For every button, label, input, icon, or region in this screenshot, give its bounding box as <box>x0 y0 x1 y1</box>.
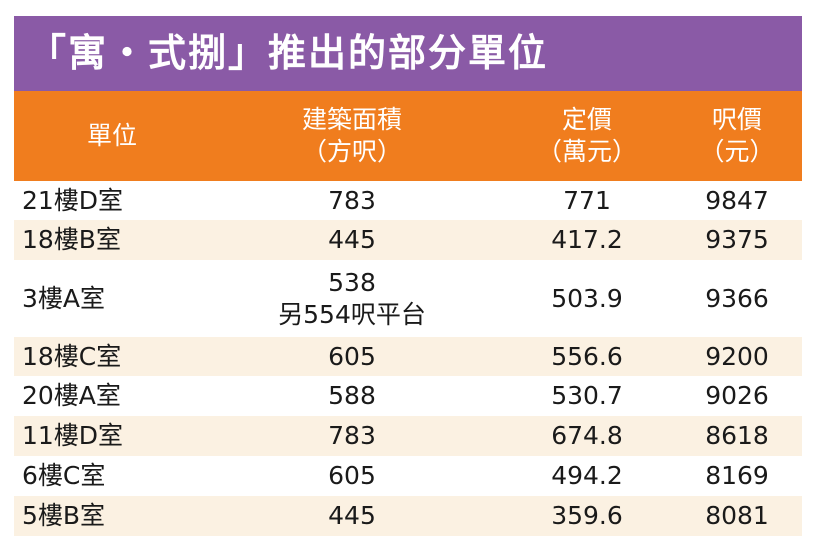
cell-area: 445 <box>202 220 502 260</box>
table-header: 單位 建築面積 （方呎） 定價 （萬元） 呎價 （元） <box>14 91 802 181</box>
cell-price: 530.7 <box>551 381 623 410</box>
cell-area-value: 783 <box>328 185 376 215</box>
cell-unit: 18樓C室 <box>22 341 122 371</box>
cell-psf: 9200 <box>705 341 769 371</box>
cell-area: 605 <box>202 337 502 376</box>
cell-area: 605 <box>202 456 502 496</box>
cell-area-value: 605 <box>328 461 376 490</box>
cell-unit: 3樓A室 <box>22 283 106 313</box>
cell-unit: 5樓B室 <box>22 501 106 530</box>
cell-area-value: 538 <box>328 267 376 297</box>
cell-price: 494.2 <box>551 461 623 490</box>
header-unit-label: 單位 <box>86 121 137 150</box>
table-row: 11樓D室 783 674.8 8618 <box>14 416 802 456</box>
cell-psf: 8169 <box>705 461 769 490</box>
cell-unit: 18樓B室 <box>22 225 121 254</box>
header-area-unit: （方呎） <box>301 137 402 166</box>
cell-area-value: 588 <box>328 381 376 410</box>
cell-unit: 6樓C室 <box>22 461 106 490</box>
header-price: 定價 （萬元） <box>502 91 672 181</box>
header-price-label: 定價 <box>561 105 612 134</box>
table-row: 18樓C室 605 556.6 9200 <box>14 337 802 376</box>
cell-area-note: 另554呎平台 <box>278 299 426 329</box>
cell-area-value: 445 <box>328 501 376 530</box>
cell-area-value: 445 <box>328 225 376 254</box>
table-row: 6樓C室 605 494.2 8169 <box>14 456 802 496</box>
table-row: 18樓B室 445 417.2 9375 <box>14 220 802 260</box>
header-psf-label: 呎價 <box>711 105 762 134</box>
cell-unit: 11樓D室 <box>22 421 124 450</box>
table-row: 21樓D室 783 771 9847 <box>14 181 802 220</box>
header-psf: 呎價 （元） <box>672 91 802 181</box>
cell-area: 588 <box>202 376 502 416</box>
header-psf-unit: （元） <box>699 137 775 166</box>
cell-unit: 20樓A室 <box>22 381 121 410</box>
cell-psf: 8081 <box>705 501 769 530</box>
table-title: 「寓・式捌」推出的部分單位 <box>14 16 802 91</box>
cell-price: 674.8 <box>551 421 623 450</box>
cell-area: 783 <box>202 416 502 456</box>
cell-area: 783 <box>202 181 502 220</box>
cell-area-value: 605 <box>328 341 376 371</box>
table-row: 3樓A室 538 另554呎平台 503.9 9366 <box>14 260 802 337</box>
cell-area-value: 783 <box>328 421 376 450</box>
header-unit: 單位 <box>22 91 202 181</box>
header-area-label: 建築面積 <box>301 105 402 134</box>
cell-area: 445 <box>202 496 502 536</box>
header-price-unit: （萬元） <box>536 137 637 166</box>
header-area: 建築面積 （方呎） <box>202 91 502 181</box>
table-body: 21樓D室 783 771 9847 18樓B室 445 417.2 9375 … <box>14 181 802 536</box>
price-table: 「寓・式捌」推出的部分單位 單位 建築面積 （方呎） 定價 （萬元） 呎價 （元… <box>14 16 802 536</box>
cell-price: 503.9 <box>551 283 623 313</box>
table-row: 20樓A室 588 530.7 9026 <box>14 376 802 416</box>
cell-psf: 9366 <box>705 283 769 313</box>
table-row: 5樓B室 445 359.6 8081 <box>14 496 802 536</box>
cell-psf: 9375 <box>705 225 769 254</box>
cell-price: 417.2 <box>551 225 623 254</box>
cell-area: 538 另554呎平台 <box>202 260 502 337</box>
cell-psf: 8618 <box>705 421 769 450</box>
cell-psf: 9026 <box>705 381 769 410</box>
cell-price: 359.6 <box>551 501 623 530</box>
cell-price: 556.6 <box>551 341 623 371</box>
cell-price: 771 <box>563 185 611 215</box>
cell-unit: 21樓D室 <box>22 185 124 215</box>
cell-psf: 9847 <box>705 185 769 215</box>
